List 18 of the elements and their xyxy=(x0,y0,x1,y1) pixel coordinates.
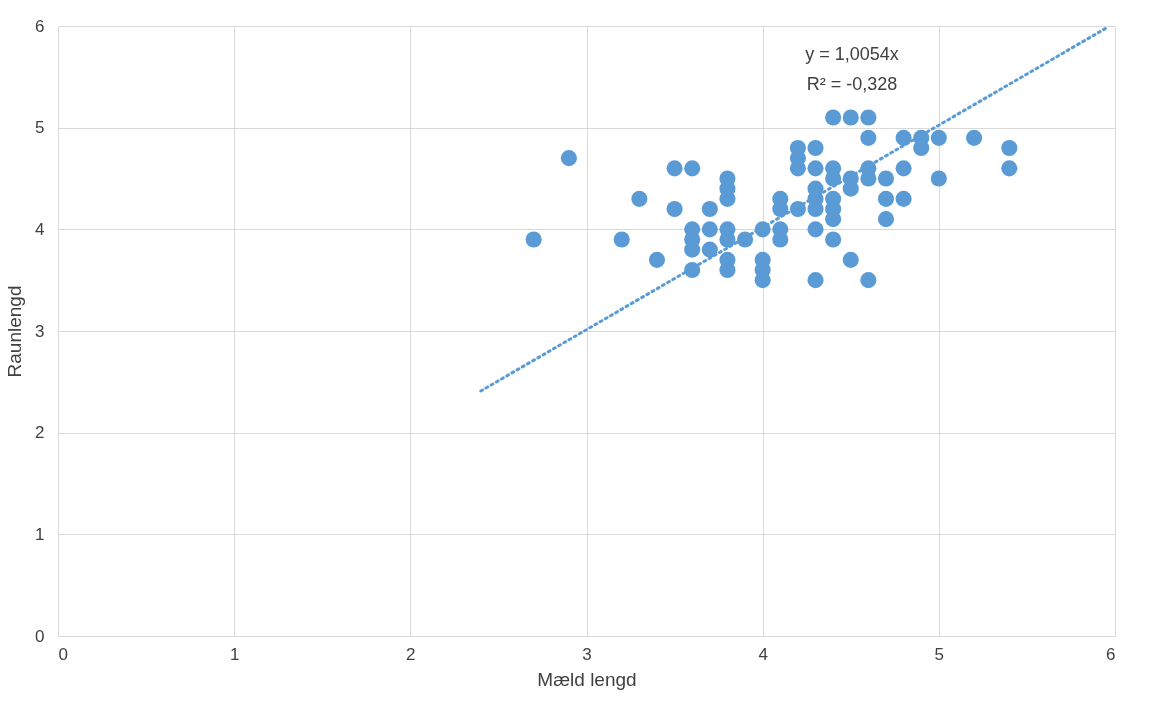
x-tick-label: 1 xyxy=(229,644,240,664)
y-tick-label: 4 xyxy=(35,219,45,239)
y-tick-label: 1 xyxy=(35,524,45,544)
y-axis-title: Raunlengd xyxy=(4,285,26,378)
x-axis-title: Mæld lengd xyxy=(537,668,637,690)
x-tick-label: 3 xyxy=(582,644,592,664)
y-tick-label: 2 xyxy=(35,423,45,443)
x-tick-label: 6 xyxy=(1106,644,1116,664)
y-tick-label: 0 xyxy=(35,626,45,646)
x-tick-label: 0 xyxy=(58,644,68,664)
x-tick-label: 4 xyxy=(758,644,768,664)
y-tick-label: 5 xyxy=(35,118,45,138)
x-tick-label: 2 xyxy=(406,644,416,664)
x-tick-label: 5 xyxy=(934,644,945,664)
y-tick-label: 6 xyxy=(35,16,45,36)
y-tick-label: 3 xyxy=(35,321,45,341)
annotation: R² = -0,328 xyxy=(806,74,898,94)
annotation: y = 1,0054x xyxy=(805,44,899,64)
